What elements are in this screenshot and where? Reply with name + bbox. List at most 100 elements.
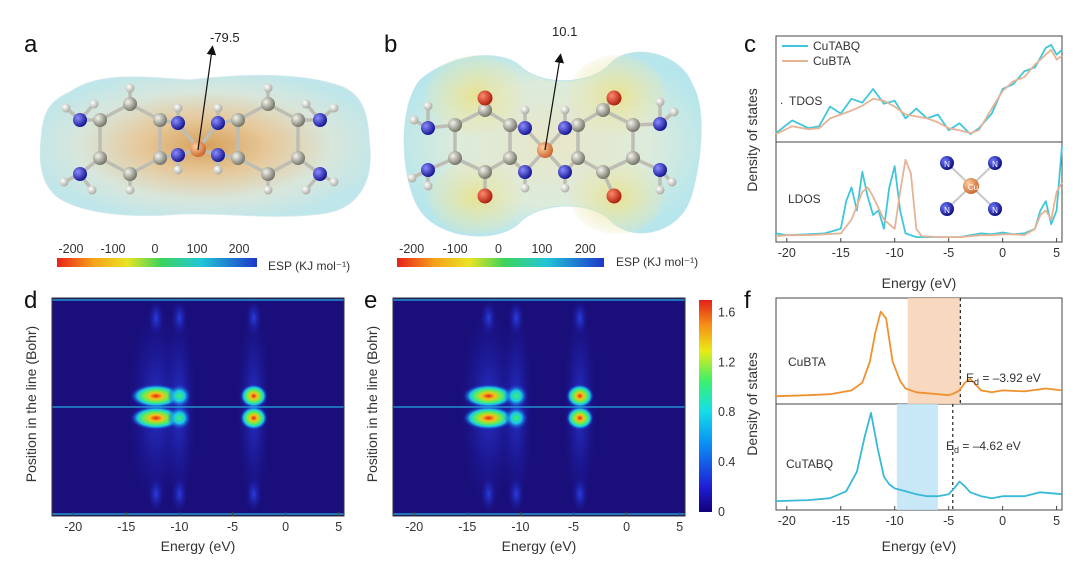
esp-colorbar-ticks-a: -200 -100 0 100 200 (58, 242, 249, 256)
d-band-shade-cutabq (896, 404, 938, 510)
atom-c (231, 113, 245, 127)
panel-f-xlabel: Energy (eV) (882, 538, 957, 554)
inset-label-n2: N (992, 160, 998, 169)
atom-h (125, 83, 135, 93)
esp-value-a: -79.5 (210, 30, 240, 45)
heatmap-faint-bottom (508, 476, 525, 512)
atom-h (423, 181, 433, 191)
esp-colorbar-ticks-b: -200 -100 0 100 200 (399, 242, 596, 256)
xtick-label: 0 (999, 514, 1006, 528)
series-line-cubta (775, 310, 1063, 398)
atom-c (596, 165, 610, 179)
atom-n (653, 163, 667, 177)
xtick-label: -10 (511, 520, 529, 534)
heatmap-hotspot (239, 406, 268, 430)
atom-c (503, 151, 517, 165)
atom-c (231, 151, 245, 165)
colorbar-tick-label: 0.8 (718, 405, 735, 419)
heatmap-faint-bottom (480, 476, 497, 512)
molecule-cubta (59, 83, 339, 195)
legend-cubta: CuBTA (813, 54, 851, 68)
panel-f: f CuBTA CuTABQ Ed = –3.92 eV Ed = –4.62 … (744, 287, 1063, 554)
esp-colorbar-b (397, 258, 604, 267)
heatmap-colorbar (699, 300, 712, 512)
esp-tick-label: -100 (443, 242, 468, 256)
xtick-label: -20 (778, 246, 796, 260)
panel-letter-b: b (384, 31, 397, 58)
atom-c (626, 151, 640, 165)
heatmap-hotspot (504, 406, 529, 430)
atom-c (291, 113, 305, 127)
f-label-cutabq: CuTABQ (786, 457, 833, 471)
atom-c (571, 118, 585, 132)
panel-c-xlabel: Energy (eV) (882, 275, 957, 291)
lobe-bottom-left (429, 162, 521, 234)
panel-f-curves (775, 310, 1063, 502)
panel-e-xlabel: Energy (eV) (502, 538, 577, 554)
atom-h (173, 165, 183, 175)
heatmap-faint-top (480, 300, 497, 336)
heatmap-colorbar-ticks: 1.6 1.2 0.8 0.4 0 (718, 305, 735, 519)
atom-c (478, 165, 492, 179)
xtick-label: -15 (117, 520, 135, 534)
atom-h (409, 115, 419, 125)
inset-atom-cu (963, 178, 979, 194)
atom-h (560, 183, 570, 193)
atom-c (626, 118, 640, 132)
xtick-label: -5 (943, 514, 954, 528)
panel-d-xlabel: Energy (eV) (161, 538, 236, 554)
xtick-label: -15 (458, 520, 476, 534)
series-line-ldos-cubta (775, 158, 1063, 238)
atom-c (123, 97, 137, 111)
esp-value-b: 10.1 (552, 24, 577, 39)
atom-n (73, 167, 87, 181)
esp-unit-a: ESP (KJ mol⁻¹) (268, 259, 350, 273)
inset-atom-n2 (988, 156, 1002, 170)
heatmap-faint-bottom (171, 476, 188, 512)
xtick-label: -20 (405, 520, 423, 534)
atom-c (596, 103, 610, 117)
atom-n (171, 116, 185, 130)
atom-n (653, 117, 667, 131)
panel-letter-a: a (24, 31, 38, 58)
atom-h (329, 177, 339, 187)
atom-o (606, 188, 622, 204)
heatmap-e-frame (392, 297, 686, 517)
atom-n (73, 113, 87, 127)
panel-f-ylabel: Density of states (744, 352, 760, 456)
colorbar-tick-label: 1.6 (718, 305, 735, 319)
atom-n (558, 165, 572, 179)
atom-h (263, 185, 273, 195)
heatmap-faint-top (245, 300, 262, 336)
panel-e: e Position in the line (Bohr) -20 -15 -10-… (364, 287, 735, 554)
atom-h (520, 105, 530, 115)
atom-h (213, 103, 223, 113)
ed-label-top: Ed = –3.92 eV (966, 371, 1041, 387)
atom-n (518, 121, 532, 135)
atom-o (477, 90, 493, 106)
atom-n (211, 116, 225, 130)
inset-atom-n3 (940, 202, 954, 216)
atom-c (503, 118, 517, 132)
panel-f-shading (896, 298, 961, 510)
heatmap-d (52, 299, 344, 515)
panel-letter-c: c (744, 31, 756, 58)
ed-label-bottom: Ed = –4.62 eV (946, 439, 1021, 455)
atom-h (407, 173, 417, 183)
xtick-label: 5 (1053, 246, 1060, 260)
panel-a: a -79.5 -200 -100 0 100 200 ESP (KJ mol⁻¹) (24, 30, 371, 273)
atom-c (93, 151, 107, 165)
atom-n (313, 113, 327, 127)
xtick-label: 5 (335, 520, 342, 534)
panel-c-xticks: -20 -15 -10 -5 0 5 (778, 238, 1060, 260)
heatmap-d-frame (51, 297, 345, 517)
heatmap-faint-top (571, 300, 588, 336)
heatmap-faint-top (171, 300, 188, 336)
atom-o (606, 90, 622, 106)
atom-h (59, 177, 69, 187)
atom-o (477, 188, 493, 204)
esp-tick-label: -200 (399, 242, 424, 256)
esp-unit-b: ESP (KJ mol⁻¹) (616, 255, 698, 269)
atom-h (520, 183, 530, 193)
